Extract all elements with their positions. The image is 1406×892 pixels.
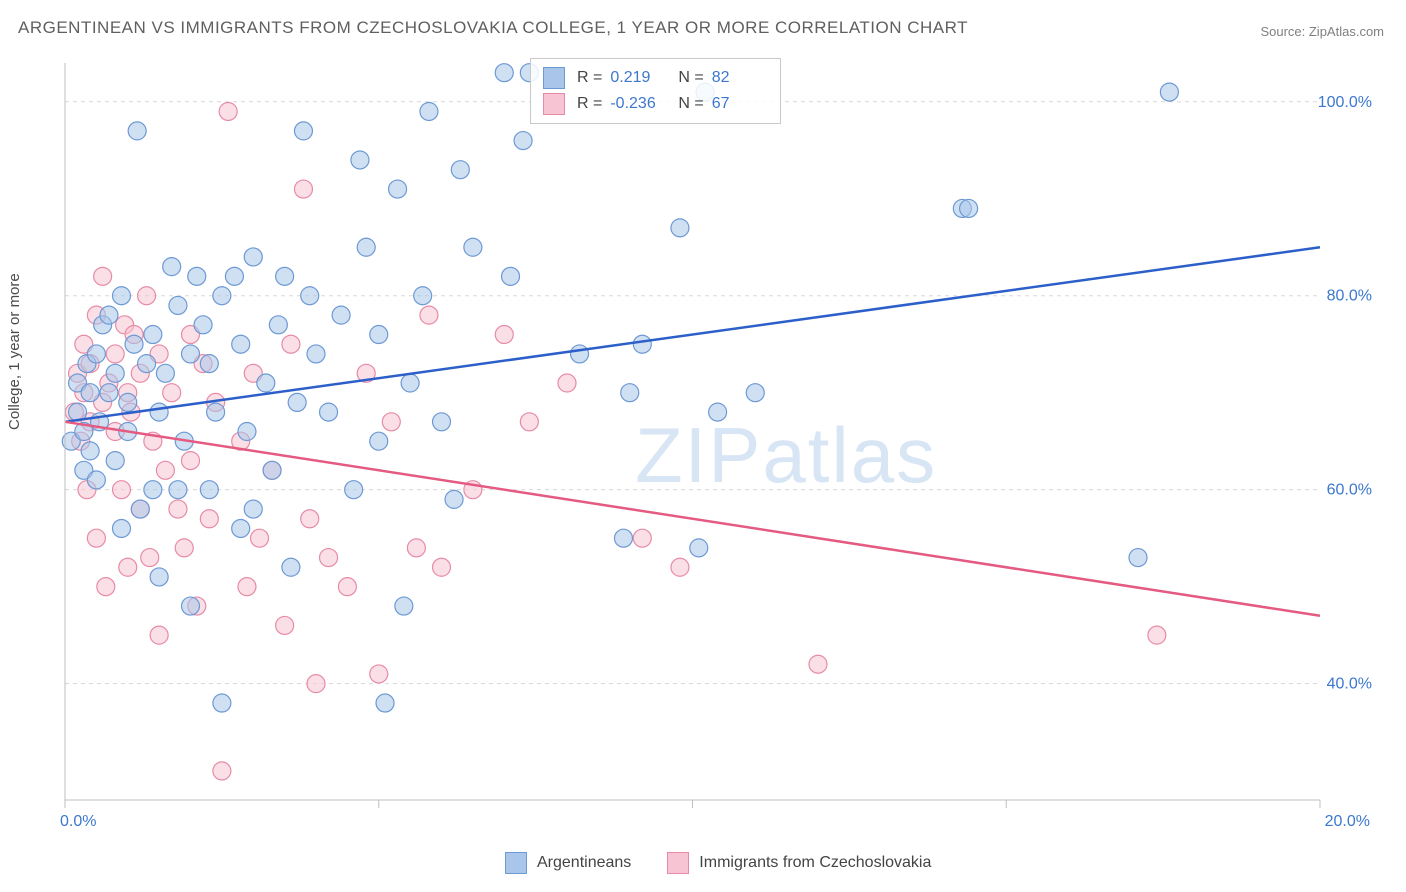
swatch-a-icon xyxy=(505,852,527,874)
n-label: N = xyxy=(678,69,703,87)
swatch-series-b xyxy=(543,93,565,115)
bottom-legend-item-b: Immigrants from Czechoslovakia xyxy=(667,852,931,874)
bottom-legend: Argentineans Immigrants from Czechoslova… xyxy=(505,852,931,874)
n-value-b: 67 xyxy=(712,95,768,113)
swatch-series-a xyxy=(543,67,565,89)
swatch-b-icon xyxy=(667,852,689,874)
svg-text:20.0%: 20.0% xyxy=(1325,813,1370,830)
bottom-legend-item-a: Argentineans xyxy=(505,852,631,874)
svg-text:80.0%: 80.0% xyxy=(1327,288,1372,305)
legend-row-series-a: R = 0.219 N = 82 xyxy=(543,65,768,91)
legend-row-series-b: R = -0.236 N = 67 xyxy=(543,91,768,117)
r-label: R = xyxy=(577,69,602,87)
svg-text:40.0%: 40.0% xyxy=(1327,676,1372,693)
svg-text:100.0%: 100.0% xyxy=(1318,94,1372,111)
r-value-a: 0.219 xyxy=(610,69,666,87)
r-label: R = xyxy=(577,95,602,113)
series-b-label: Immigrants from Czechoslovakia xyxy=(699,854,931,872)
correlation-legend: R = 0.219 N = 82 R = -0.236 N = 67 xyxy=(530,58,781,124)
n-label: N = xyxy=(678,95,703,113)
chart-source: Source: ZipAtlas.com xyxy=(1260,24,1384,39)
chart-title: ARGENTINEAN VS IMMIGRANTS FROM CZECHOSLO… xyxy=(18,18,968,38)
y-axis-title: College, 1 year or more xyxy=(6,273,23,430)
svg-text:0.0%: 0.0% xyxy=(60,813,96,830)
series-a-label: Argentineans xyxy=(537,854,631,872)
scatter-plot: 40.0% 60.0% 80.0% 100.0% 0.0% 20.0% xyxy=(55,55,1385,835)
svg-text:60.0%: 60.0% xyxy=(1327,482,1372,499)
r-value-b: -0.236 xyxy=(610,95,666,113)
n-value-a: 82 xyxy=(712,69,768,87)
